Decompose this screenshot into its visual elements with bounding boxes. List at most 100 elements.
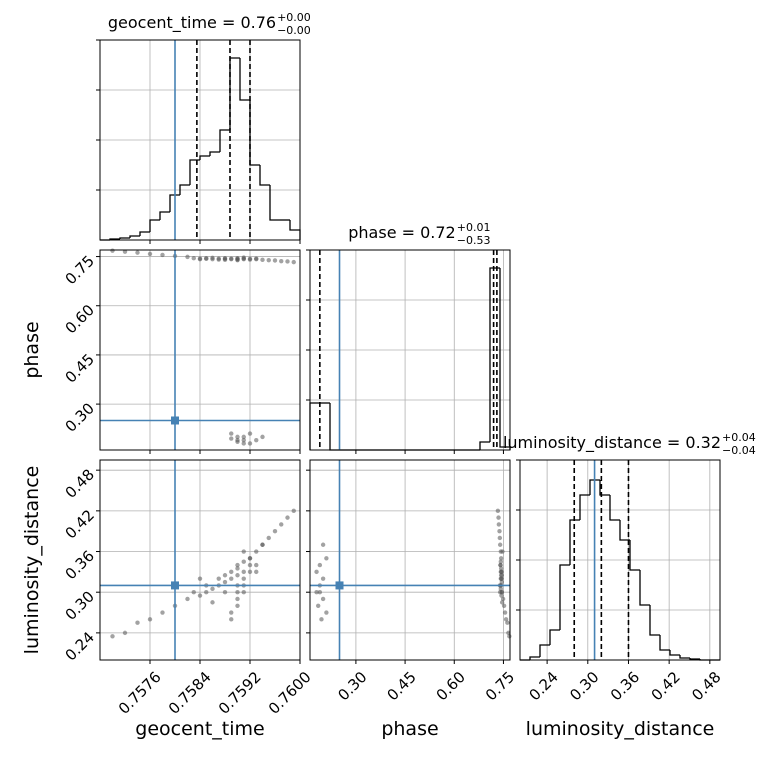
x-axis-label: geocent_time [135,718,264,740]
sample-point [122,630,128,636]
hist-step [609,495,620,521]
sample-point [317,562,323,568]
y-tick-label: 0.42 [62,506,98,542]
sample-point [235,257,240,263]
hist-step [639,570,650,606]
y-tick-label: 0.24 [62,628,98,664]
sample-point [497,542,503,547]
sample-point [235,596,240,602]
sample-point [241,434,246,440]
hist-step [209,151,220,156]
hist-step [539,644,550,657]
sample-point [135,620,140,625]
sample-point [260,434,265,440]
sample-point [210,600,215,605]
sample-point [210,255,215,261]
sample-point [247,431,253,436]
sample-point [498,559,504,564]
sample-point [254,562,259,568]
hist-step [219,129,230,152]
x-tick-label: 0.7592 [215,668,265,718]
sample-point [324,556,329,561]
sample-point [266,535,271,541]
y-tick-label: 0.45 [62,350,98,386]
sample-point [503,617,509,622]
sample-point [216,576,221,581]
sample-point [216,257,221,262]
sample-point [229,576,234,581]
sample-point [229,617,234,622]
hist-step [689,658,700,660]
sample-point [235,573,240,578]
hist-step [129,235,140,238]
y-tick-label: 0.60 [62,301,98,337]
y-tick-label: 0.30 [62,587,98,623]
sample-point [222,573,228,578]
sample-point [505,620,510,625]
sample-point [247,257,253,262]
panel-frame [99,249,301,451]
y-tick-label: 0.36 [62,547,98,583]
hist-step [179,184,190,195]
sample-point [314,590,319,595]
sample-point [235,439,240,445]
sample-point [314,569,319,575]
sample-point [241,559,246,564]
y-tick-label: 0.30 [62,399,98,435]
panel-frame [309,459,511,661]
sample-point [229,436,234,441]
sample-point [229,610,234,615]
x-axis-label: phase [381,718,438,740]
hist-step [119,237,130,239]
sample-point [500,596,506,602]
sample-point [320,576,326,581]
x-tick-label: 0.30 [566,668,602,704]
hist-step [579,494,590,520]
x-tick-label: 0.30 [334,668,370,704]
title-upper: +0.04 [722,431,756,444]
sample-point [499,593,504,598]
hist-step [659,635,670,651]
sample-point [291,259,296,265]
hist-step [479,441,490,450]
sample-point [266,257,271,263]
sample-point [498,562,503,568]
sample-point [317,590,323,595]
hist-step [559,564,570,630]
sample-point [241,255,246,260]
sample-point [279,258,284,264]
sample-point [122,249,128,254]
x-axis-label: luminosity_distance [526,718,715,740]
hist-step [149,219,160,232]
hist-step [259,165,270,186]
sample-point [222,579,228,585]
sample-point [324,610,329,615]
sample-point [272,528,278,534]
y-axis-label: phase [21,321,43,378]
sample-point [501,603,507,608]
sample-point [241,437,246,443]
hist-step [169,194,180,212]
sample-point [496,522,502,527]
sample-point [496,515,501,520]
sample-point [210,586,215,592]
y-tick-label: 0.75 [62,252,98,288]
sample-point [247,562,253,568]
x-tick-label: 0.45 [383,668,419,704]
sample-point [320,542,326,547]
x-tick-label: 0.7576 [115,668,165,718]
sample-point [502,610,508,615]
panel-frame [99,459,301,661]
x-tick-label: 0.7584 [165,668,215,718]
sample-point [247,556,253,561]
sample-point [110,634,115,639]
sample-point [222,257,228,263]
sample-point [497,528,502,534]
sample-point [272,258,278,263]
sample-point [247,569,253,575]
sample-point [497,535,503,541]
sample-point [498,566,504,571]
sample-point [235,566,240,571]
y-axis-label: luminosity_distance [21,466,43,655]
sample-point [320,596,326,602]
